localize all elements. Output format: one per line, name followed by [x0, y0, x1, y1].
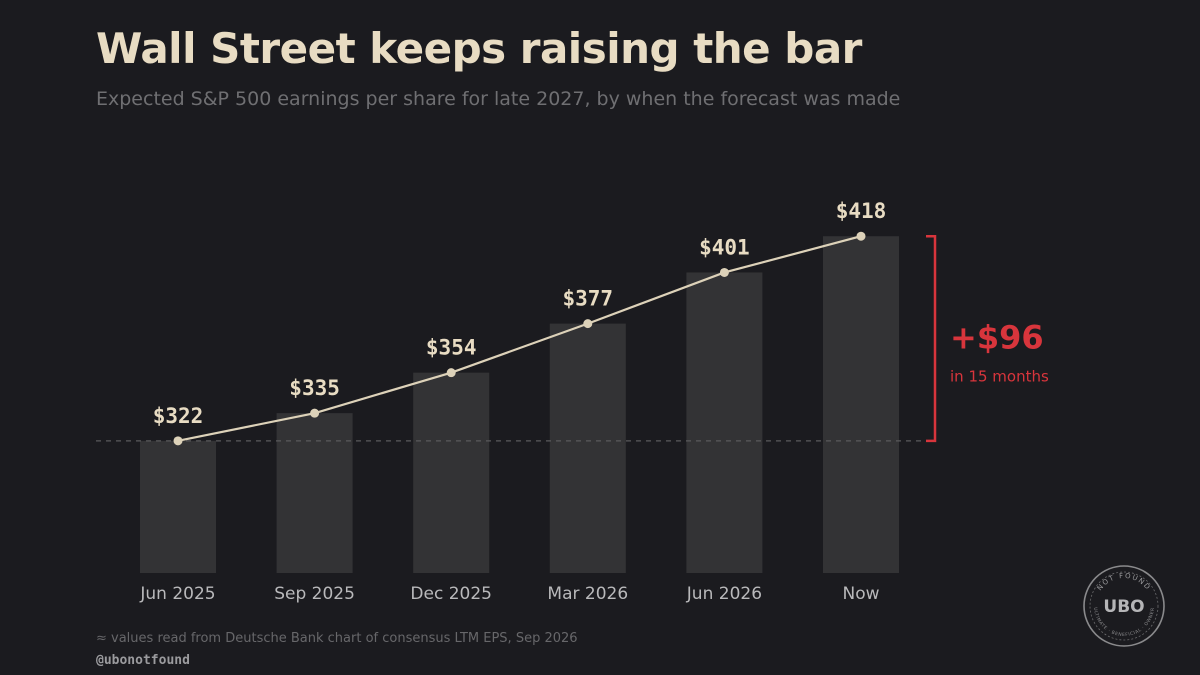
x-tick-label-0: Jun 2025: [139, 584, 215, 604]
change-value-label: +$96: [950, 319, 1044, 357]
value-label-0: $322: [153, 404, 204, 428]
x-tick-label-2: Dec 2025: [410, 584, 492, 604]
source-footnote: ≈ values read from Deutsche Bank chart o…: [96, 631, 578, 646]
x-tick-label-3: Mar 2026: [547, 584, 628, 604]
value-label-1: $335: [289, 376, 340, 400]
bar-0: [140, 440, 216, 573]
data-point-4: [719, 267, 729, 277]
data-point-1: [310, 408, 320, 418]
bars-layer: [140, 236, 899, 573]
value-label-3: $377: [563, 287, 614, 311]
x-tick-label-4: Jun 2026: [686, 584, 762, 604]
bar-5: [823, 236, 899, 573]
chart-subtitle: Expected S&P 500 earnings per share for …: [96, 88, 901, 110]
x-tick-labels-layer: Jun 2025 Sep 2025 Dec 2025 Mar 2026 Jun 2026…: [139, 584, 879, 604]
value-label-2: $354: [426, 336, 477, 360]
change-bracket: [926, 234, 937, 443]
trend-line: [177, 235, 862, 442]
data-point-3: [583, 319, 593, 329]
chart-title: Wall Street keeps raising the bar: [96, 24, 862, 73]
svg-text:UBO: UBO: [1103, 597, 1144, 617]
points-layer: [173, 231, 866, 446]
data-point-0: [173, 436, 183, 446]
bar-3: [549, 323, 626, 573]
x-tick-label-5: Now: [842, 584, 879, 604]
value-labels-layer: $322 $335 $354 $377 $401 $418: [153, 199, 887, 428]
bar-2: [413, 372, 490, 573]
change-period-label: in 15 months: [950, 368, 1049, 386]
svg-text:NOT FOUND: NOT FOUND: [1096, 572, 1153, 592]
data-point-5: [856, 231, 866, 241]
value-label-5: $418: [836, 199, 887, 223]
data-point-2: [446, 368, 456, 378]
bar-1: [276, 413, 353, 573]
author-handle: @ubonotfound: [96, 653, 190, 668]
bar-4: [686, 272, 763, 573]
value-label-4: $401: [699, 235, 750, 259]
ubo-logo-stamp: NOT FOUND UBO ULTIMATE · BENEFICIAL · OW…: [1083, 565, 1165, 647]
x-tick-label-1: Sep 2025: [274, 584, 355, 604]
